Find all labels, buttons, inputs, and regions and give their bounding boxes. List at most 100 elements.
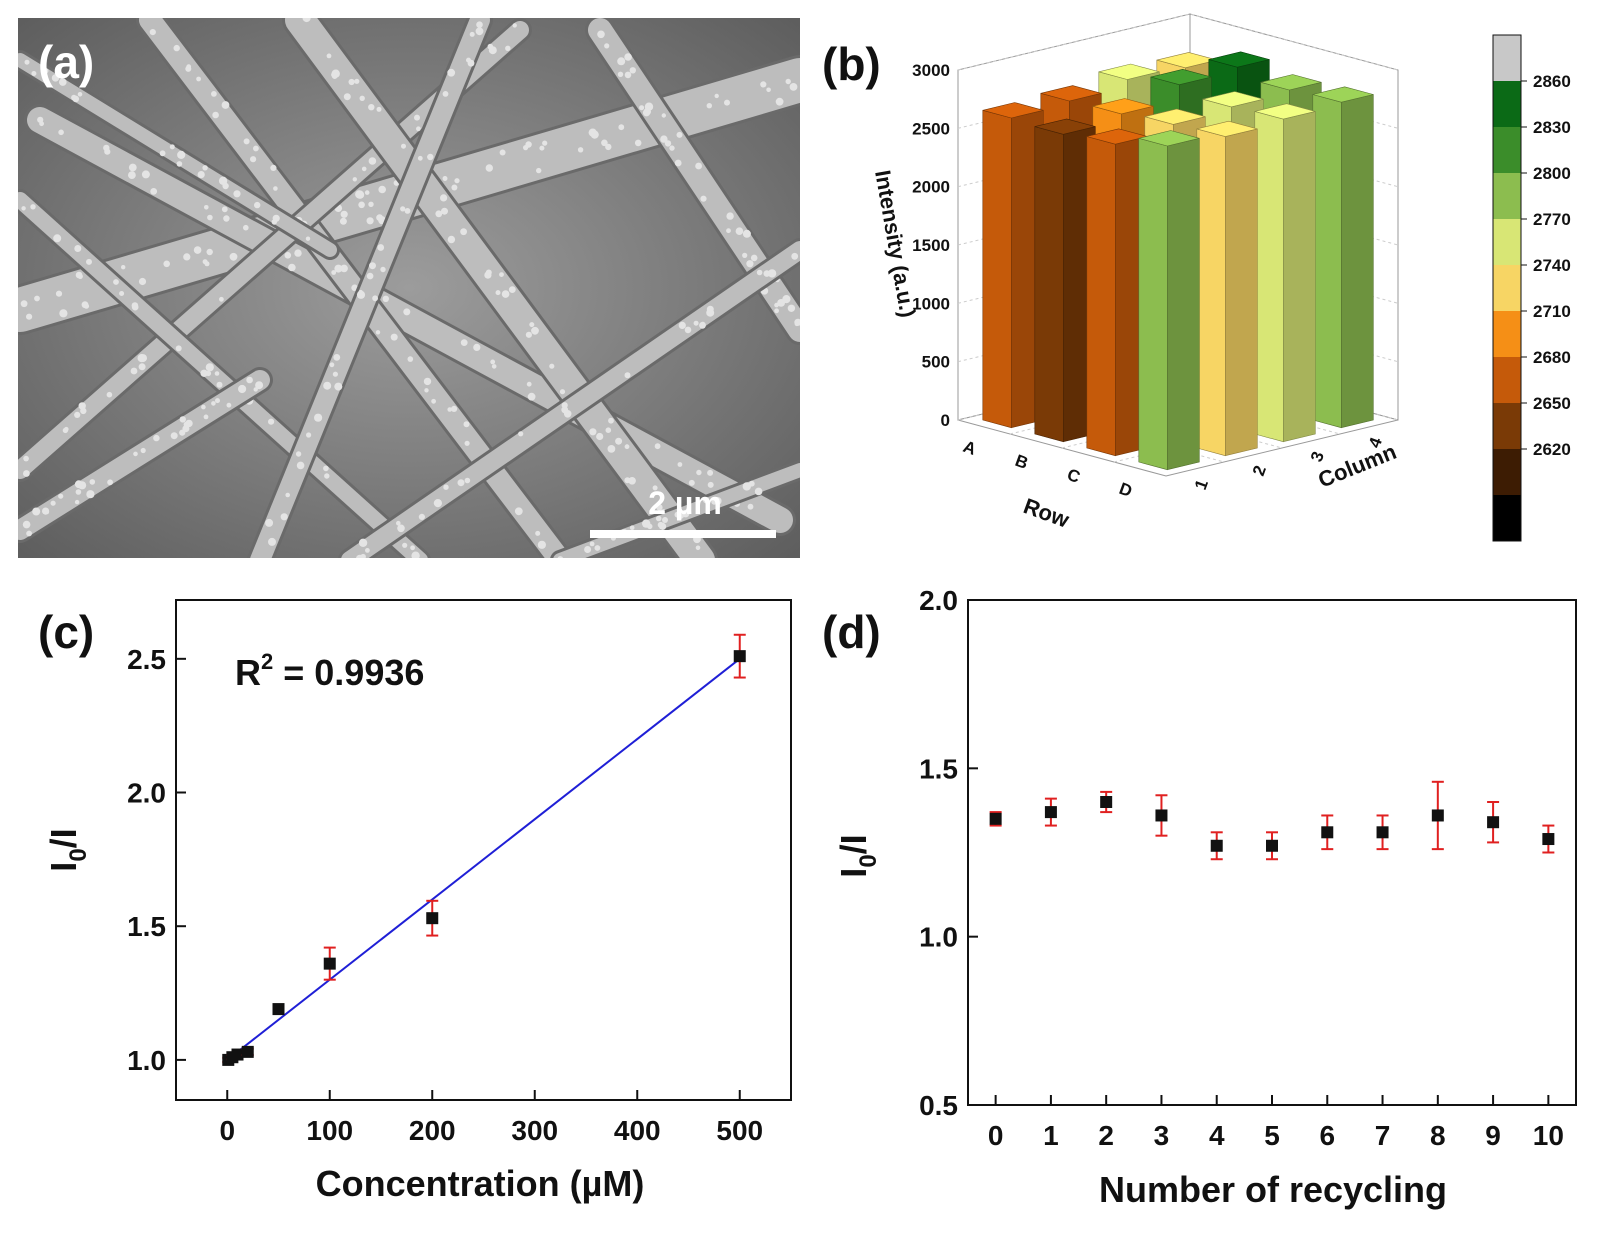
nanoparticle [707, 469, 714, 476]
nanoparticle [86, 258, 92, 265]
nanoparticle [514, 507, 523, 516]
data-point [323, 957, 336, 970]
nanoparticle [785, 78, 791, 85]
nanoparticle [476, 21, 483, 29]
nanoparticle [624, 53, 632, 61]
nanoparticle [423, 377, 432, 386]
column-tick-label: 1 [1191, 477, 1212, 492]
bar-B1 [1034, 118, 1096, 443]
nanoparticle [74, 480, 83, 489]
nanoparticle [499, 272, 504, 277]
nanoparticle [284, 252, 292, 259]
plot-c-frame [175, 599, 792, 1101]
data-point [989, 812, 1002, 825]
nanoparticle [495, 290, 501, 296]
nanoparticle [416, 126, 421, 132]
nanoparticle [219, 296, 224, 302]
bar-face-right [1167, 137, 1200, 471]
nanoparticle [106, 391, 113, 398]
x-tick-label: 2 [1098, 1120, 1114, 1151]
nanoparticle [366, 217, 374, 225]
colorbar: 2860 2830 2800 2770 2740 2710 2680 2650 2620 [1492, 34, 1571, 542]
nanoparticle [366, 272, 374, 280]
nanoparticle [358, 201, 365, 209]
nanoparticle [216, 381, 223, 388]
panel-d: (d) 0 1 2 3 4 5 6 7 8 9 10 0.5 1.0 1.5 2.0 Number of r… [822, 585, 1577, 1210]
plot-c-axes: 0 100 200 300 400 500 1.0 1.5 2.0 2.5 [127, 644, 763, 1146]
data-point [1266, 839, 1278, 852]
x-tick-label: 1 [1043, 1120, 1059, 1151]
nanoparticle [400, 206, 406, 212]
colorbar-frame [1492, 34, 1522, 542]
nanoparticle [750, 254, 758, 262]
nanoparticle [706, 103, 712, 109]
nanoparticle [86, 490, 95, 499]
nanoparticle [211, 91, 217, 97]
nanoparticle [295, 451, 302, 457]
nanoparticle [523, 145, 529, 151]
nanoparticle [185, 65, 192, 72]
nanoparticle [584, 546, 592, 553]
nanoparticle [577, 147, 584, 153]
nanoparticle [537, 540, 547, 549]
nanoparticle [608, 417, 614, 424]
nanoparticle [74, 411, 81, 418]
nanoparticle [229, 252, 238, 261]
nanoparticle [53, 234, 62, 243]
data-point [1487, 816, 1500, 829]
nanoparticle [512, 23, 517, 28]
nanoparticle [674, 159, 682, 167]
x-tick-label: 5 [1264, 1120, 1280, 1151]
nanoparticle [624, 444, 630, 450]
plot-c-xlabel: Concentration (µM) [316, 1163, 645, 1204]
nanoparticle [64, 426, 69, 432]
colorbar-tick-label: 2830 [1533, 118, 1571, 137]
nanoparticle [246, 376, 253, 384]
nanoparticle [268, 418, 275, 425]
nanoparticle [791, 85, 797, 91]
nanoparticle [270, 164, 277, 171]
x-tick-label: 0 [988, 1120, 1004, 1151]
nanoparticle [487, 43, 494, 50]
sem-image-panel: (a) 2 µm [18, 18, 800, 558]
nanoparticle [354, 78, 360, 84]
nanoparticle [617, 71, 624, 78]
nanoparticle [531, 326, 539, 335]
nanoparticle [525, 331, 533, 338]
colorbar-segment [1493, 311, 1521, 357]
x-tick-label: 7 [1375, 1120, 1391, 1151]
nanoparticle [323, 381, 332, 390]
nanoparticle [536, 167, 542, 174]
nanoparticle [131, 302, 139, 309]
nanoparticle [51, 74, 60, 82]
nanoparticle [77, 273, 83, 279]
nanoparticle [615, 437, 623, 445]
nanoparticle [359, 95, 365, 102]
nanoparticle [170, 432, 178, 440]
nanoparticle [175, 345, 182, 352]
bar-face-front [982, 109, 1012, 429]
nanoparticle [211, 401, 216, 406]
nanoparticle [334, 382, 343, 391]
bar-A1 [982, 102, 1044, 429]
nanoparticle [177, 150, 186, 159]
nanoparticle [159, 150, 166, 157]
nanoparticle [369, 262, 376, 270]
bar-face-top [982, 102, 1044, 119]
nanoparticle [447, 235, 456, 244]
plot-d-marks [989, 780, 1555, 861]
nanoparticle [451, 184, 458, 191]
nanoparticle [368, 157, 377, 165]
nanoparticle [460, 339, 468, 346]
colorbar-tick-label: 2710 [1533, 302, 1571, 321]
nanoparticle [133, 451, 138, 457]
nanoparticle [59, 309, 68, 318]
nanoparticle [661, 113, 666, 118]
nanoparticle [200, 369, 208, 377]
nanoparticle [557, 556, 563, 558]
nanoparticle [352, 177, 357, 182]
bar-face-top [1092, 98, 1154, 115]
nanoparticle [197, 171, 205, 179]
nanoparticle [334, 264, 343, 273]
r2-value: = 0.9936 [273, 652, 424, 693]
